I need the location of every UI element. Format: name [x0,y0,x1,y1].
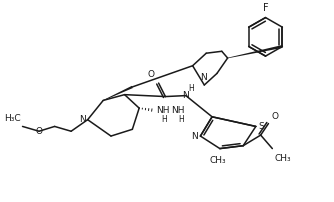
Text: N: N [182,91,189,100]
Polygon shape [227,45,283,58]
Text: N: N [191,132,197,141]
Text: N: N [79,115,86,124]
Text: NH: NH [156,106,169,115]
Text: CH₃: CH₃ [274,154,291,163]
Text: H: H [162,115,167,124]
Text: O: O [271,112,278,121]
Polygon shape [103,86,133,101]
Text: H: H [188,84,193,93]
Text: CH₃: CH₃ [210,156,226,165]
Text: O: O [35,127,42,136]
Text: F: F [263,3,268,13]
Text: S: S [259,122,265,131]
Text: H₃C: H₃C [4,114,21,123]
Text: N: N [200,73,207,82]
Text: O: O [148,70,155,79]
Text: H: H [178,115,184,124]
Text: NH: NH [171,106,185,115]
